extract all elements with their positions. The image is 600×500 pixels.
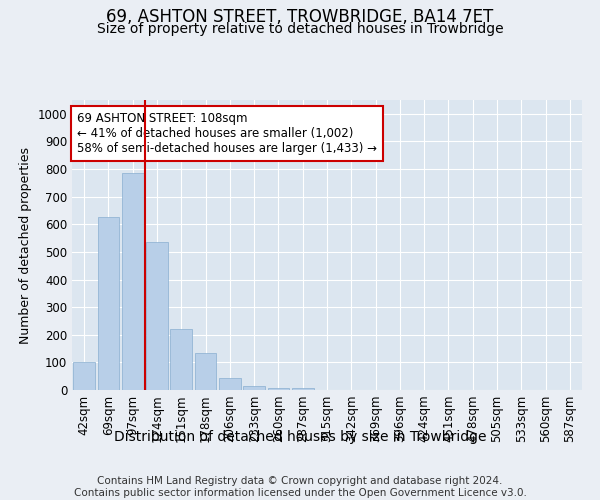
Bar bbox=[73, 362, 95, 390]
Text: Distribution of detached houses by size in Trowbridge: Distribution of detached houses by size … bbox=[114, 430, 486, 444]
Text: 69, ASHTON STREET, TROWBRIDGE, BA14 7ET: 69, ASHTON STREET, TROWBRIDGE, BA14 7ET bbox=[106, 8, 494, 26]
Y-axis label: Number of detached properties: Number of detached properties bbox=[19, 146, 32, 344]
Bar bbox=[146, 242, 168, 390]
Bar bbox=[194, 354, 217, 390]
Bar bbox=[219, 378, 241, 390]
Bar bbox=[268, 388, 289, 390]
Bar bbox=[243, 386, 265, 390]
Bar bbox=[97, 218, 119, 390]
Text: 69 ASHTON STREET: 108sqm
← 41% of detached houses are smaller (1,002)
58% of sem: 69 ASHTON STREET: 108sqm ← 41% of detach… bbox=[77, 112, 377, 154]
Bar bbox=[292, 388, 314, 390]
Bar bbox=[122, 173, 143, 390]
Bar bbox=[170, 329, 192, 390]
Text: Size of property relative to detached houses in Trowbridge: Size of property relative to detached ho… bbox=[97, 22, 503, 36]
Text: Contains HM Land Registry data © Crown copyright and database right 2024.
Contai: Contains HM Land Registry data © Crown c… bbox=[74, 476, 526, 498]
